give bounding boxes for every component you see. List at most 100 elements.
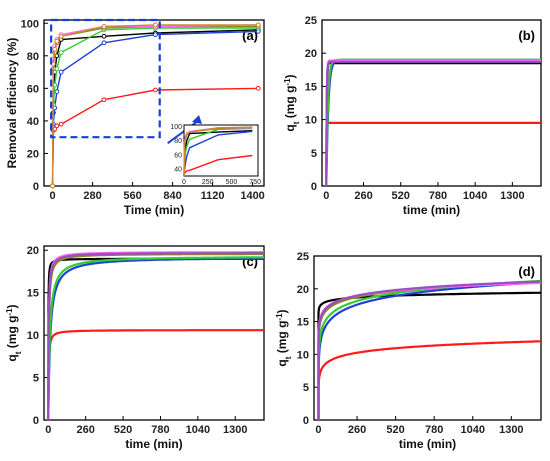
data-point-green [58,50,64,55]
data-point-orange [58,33,64,39]
data-point-red [101,97,107,103]
y-label-sup: -1 [275,313,284,321]
y-label-q: q [275,359,289,366]
y-tick-label: 0 [303,415,309,427]
model-curve-black [325,62,541,187]
data-point-blue [58,69,64,75]
model-curve-black [317,291,542,420]
model-curve-olive [47,252,264,421]
x-axis-label: time (min) [399,437,456,451]
model-curve-pink [325,59,541,187]
x-tick-label: 1300 [223,424,247,436]
data-point-orange [54,38,60,44]
model-curve-green [317,279,542,420]
series-line-orange [51,24,259,187]
x-tick-label: 1300 [500,190,524,202]
x-tick-label: 0 [323,190,329,202]
y-tick-label: 25 [297,251,309,263]
panel-c: 0 260 520 780 1040 1300 0 5 10 15 20 time (min) qt (… [5,245,265,451]
y-tick-label: 20 [27,245,39,257]
data-point-orange [101,24,107,29]
x-axis-label: time (min) [125,437,182,451]
data-point-blue [101,40,107,46]
data-point-black [101,33,107,39]
model-curve-purple [325,60,541,187]
x-tick-label: 280 [83,190,101,202]
y-tick-label: 40 [27,116,39,128]
y-label-end: ) [5,304,19,308]
panel-label: (c) [242,254,258,269]
data-point-red [58,121,64,127]
model-curve-purple [317,280,542,420]
data-point-orange [50,183,55,189]
y-axis-label: qt (mg g-1) [5,304,23,361]
y-tick-label: 15 [305,81,317,93]
panel-a: 0 280 560 840 1120 1400 0 20 40 60 80 100 Time (min)… [5,18,265,217]
model-curve-pink [47,251,264,421]
inset-x-tick-label: 250 [202,179,214,186]
y-label-unit: (mg g [283,86,297,122]
x-tick-label: 0 [45,424,51,436]
inset-x-tick-label: 0 [182,179,186,186]
inset-y-tick-label: 80 [174,138,182,145]
y-label-unit: (mg g [5,316,19,352]
inset-series-orange [183,126,253,177]
y-label-sub: t [14,351,23,354]
y-tick-label: 0 [33,415,39,427]
x-tick-label: 1400 [240,190,264,202]
y-tick-label: 20 [297,284,309,296]
y-label-unit: (mg g [275,321,289,357]
y-label-sup: -1 [5,308,14,316]
data-point-red [153,87,158,93]
model-curve-red [325,121,541,187]
y-label-sup: -1 [283,78,292,86]
panel-label: (b) [518,28,535,43]
y-tick-label: 20 [27,148,39,160]
x-axis-label: Time (min) [124,203,184,217]
x-tick-label: 260 [348,424,366,436]
y-tick-label: 10 [27,330,39,342]
x-tick-label: 780 [425,424,443,436]
y-tick-label: 0 [311,181,317,193]
model-curve-red [317,340,541,420]
x-tick-label: 0 [50,190,56,202]
inset-x-tick-label: 500 [226,179,238,186]
inset-y-tick-label: 40 [174,166,182,173]
y-axis-label: qt (mg g-1) [283,74,301,131]
model-curve-blue [317,281,542,420]
plot-frame [313,255,542,421]
x-tick-label: 260 [77,424,95,436]
x-tick-label: 520 [392,190,410,202]
model-curve-black [47,257,264,420]
data-point-orange [52,46,58,52]
x-tick-label: 1040 [461,424,485,436]
model-curve-red [47,329,264,421]
x-tick-label: 0 [315,424,321,436]
y-tick-label: 20 [305,48,317,60]
inset-x-tick-label: 750 [249,179,261,186]
model-curve-purple [47,252,264,421]
y-tick-label: 80 [27,51,39,63]
panel-d: 0 260 520 780 1040 1300 0 5 10 15 20 25 time (min) qt… [275,251,542,451]
y-label-end: ) [283,74,297,78]
y-tick-label: 15 [27,288,39,300]
data-point-blue [153,32,158,38]
x-tick-label: 780 [429,190,447,202]
y-tick-label: 5 [303,382,309,394]
inset-plot: 0 250 500 750 40 60 80 100 [170,124,261,186]
panel-b: 0 260 520 780 1040 1300 0 5 10 15 20 25 time (min) qt… [283,15,542,217]
x-tick-label: 840 [163,190,181,202]
y-tick-label: 10 [305,115,317,127]
y-label-q: q [5,354,19,361]
x-axis-label: time (min) [403,203,460,217]
model-curve-green [47,256,264,421]
data-point-red [255,85,261,91]
y-label-end: ) [275,309,289,313]
inset-y-tick-label: 60 [174,152,182,159]
y-tick-label: 5 [311,148,317,160]
y-tick-label: 100 [21,18,39,30]
plot-frame [43,245,265,421]
y-tick-label: 5 [33,373,39,385]
y-tick-label: 25 [305,15,317,27]
